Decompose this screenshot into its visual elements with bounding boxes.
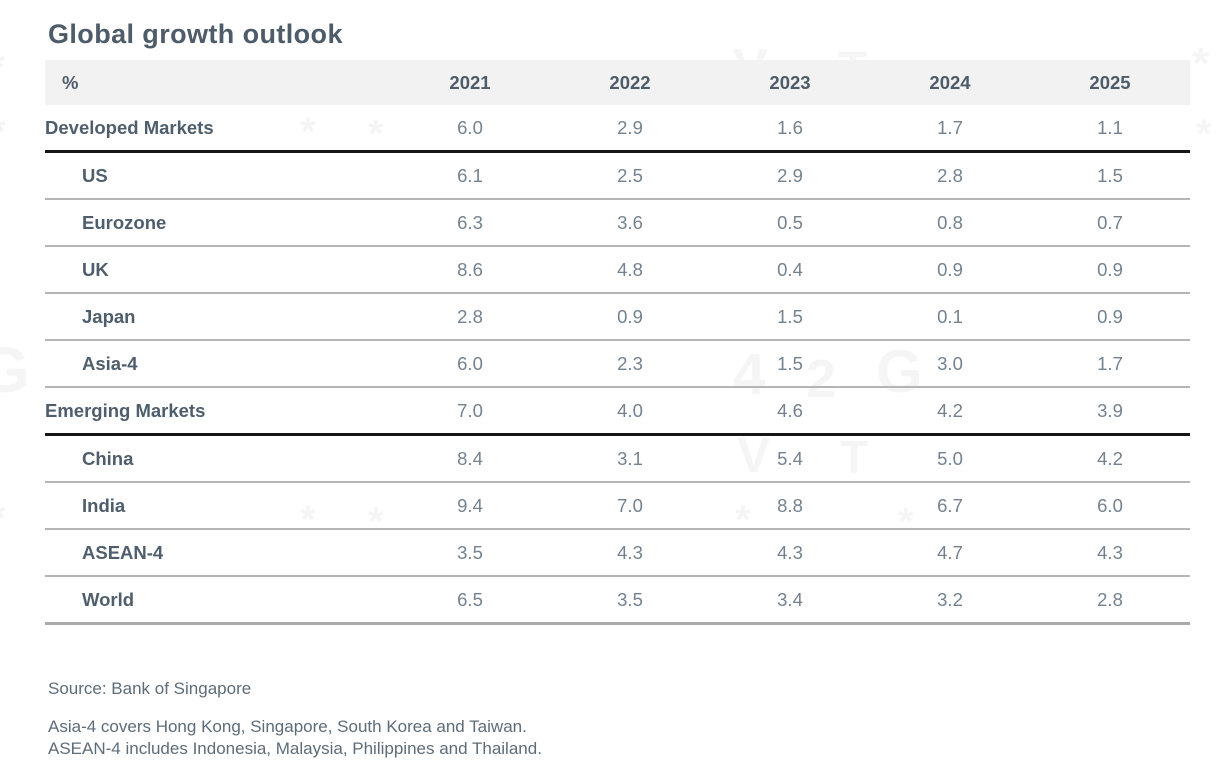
column-header-year: 2025 [1030,60,1190,105]
cell-value: 2.8 [1030,576,1190,625]
cell-value: 0.1 [870,293,1030,341]
watermark-glyph: G [0,334,30,406]
watermark-glyph: * [0,498,6,538]
cell-value: 6.1 [390,151,550,200]
cell-value: 4.2 [870,387,1030,436]
source-note: Source: Bank of Singapore [48,679,252,698]
table-row: China 8.4 3.1 5.4 5.0 4.2 [45,434,1190,483]
cell-value: 4.3 [1030,529,1190,577]
cell-value: 1.1 [1030,105,1190,153]
row-label: India [45,482,390,530]
cell-value: 2.3 [550,340,710,388]
cell-value: 2.8 [870,151,1030,200]
cell-value: 4.7 [870,529,1030,577]
cell-value: 8.8 [710,482,870,530]
cell-value: 0.9 [870,246,1030,294]
page-title: Global growth outlook [48,19,343,50]
cell-value: 6.0 [390,105,550,153]
cell-value: 2.9 [550,105,710,153]
cell-value: 6.3 [390,199,550,247]
table-row: Eurozone 6.3 3.6 0.5 0.8 0.7 [45,199,1190,247]
table-row: Asia-4 6.0 2.3 1.5 3.0 1.7 [45,340,1190,388]
footnote-asia4: Asia-4 covers Hong Kong, Singapore, Sout… [48,717,527,736]
column-header-year: 2022 [550,60,710,105]
table-row: US 6.1 2.5 2.9 2.8 1.5 [45,151,1190,200]
cell-value: 3.9 [1030,387,1190,436]
cell-value: 3.2 [870,576,1030,625]
cell-value: 5.4 [710,434,870,483]
cell-value: 0.5 [710,199,870,247]
watermark-glyph: * [1192,39,1210,88]
cell-value: 2.8 [390,293,550,341]
row-label: China [45,434,390,483]
row-label: Japan [45,293,390,341]
watermark-glyph: * [1196,112,1212,156]
cell-value: 3.5 [390,529,550,577]
footnotes: Asia-4 covers Hong Kong, Singapore, Sout… [48,716,542,760]
row-label: Emerging Markets [45,387,390,436]
cell-value: 8.6 [390,246,550,294]
row-label: ASEAN-4 [45,529,390,577]
cell-value: 6.0 [1030,482,1190,530]
cell-value: 4.3 [710,529,870,577]
table-row: Developed Markets 6.0 2.9 1.6 1.7 1.1 [45,105,1190,153]
table-row: ASEAN-4 3.5 4.3 4.3 4.7 4.3 [45,529,1190,577]
cell-value: 6.5 [390,576,550,625]
watermark-glyph: * [0,46,5,90]
growth-outlook-table: % 2021 2022 2023 2024 2025 Developed Mar… [45,60,1190,625]
cell-value: 9.4 [390,482,550,530]
table-row: India 9.4 7.0 8.8 6.7 6.0 [45,482,1190,530]
watermark-glyph: * [0,112,6,152]
cell-value: 1.5 [710,340,870,388]
cell-value: 0.7 [1030,199,1190,247]
table-row: Japan 2.8 0.9 1.5 0.1 0.9 [45,293,1190,341]
cell-value: 3.1 [550,434,710,483]
row-label: US [45,151,390,200]
cell-value: 1.7 [870,105,1030,153]
table-row: UK 8.6 4.8 0.4 0.9 0.9 [45,246,1190,294]
cell-value: 3.6 [550,199,710,247]
cell-value: 4.0 [550,387,710,436]
cell-value: 1.7 [1030,340,1190,388]
footnote-asean4: ASEAN-4 includes Indonesia, Malaysia, Ph… [48,739,542,758]
cell-value: 4.6 [710,387,870,436]
growth-outlook-table-container: % 2021 2022 2023 2024 2025 Developed Mar… [45,60,1190,625]
cell-value: 7.0 [390,387,550,436]
cell-value: 6.7 [870,482,1030,530]
cell-value: 0.9 [1030,246,1190,294]
cell-value: 8.4 [390,434,550,483]
table-row: World 6.5 3.5 3.4 3.2 2.8 [45,576,1190,625]
cell-value: 6.0 [390,340,550,388]
cell-value: 0.8 [870,199,1030,247]
column-header-unit: % [45,60,390,105]
row-label: World [45,576,390,625]
cell-value: 1.6 [710,105,870,153]
cell-value: 2.5 [550,151,710,200]
cell-value: 4.3 [550,529,710,577]
row-label: Developed Markets [45,105,390,153]
cell-value: 0.9 [1030,293,1190,341]
cell-value: 5.0 [870,434,1030,483]
cell-value: 1.5 [710,293,870,341]
cell-value: 2.9 [710,151,870,200]
column-header-year: 2023 [710,60,870,105]
cell-value: 3.0 [870,340,1030,388]
cell-value: 0.9 [550,293,710,341]
cell-value: 4.2 [1030,434,1190,483]
cell-value: 1.5 [1030,151,1190,200]
row-label: Eurozone [45,199,390,247]
cell-value: 3.4 [710,576,870,625]
row-label: Asia-4 [45,340,390,388]
cell-value: 7.0 [550,482,710,530]
cell-value: 0.4 [710,246,870,294]
column-header-year: 2024 [870,60,1030,105]
cell-value: 3.5 [550,576,710,625]
column-header-year: 2021 [390,60,550,105]
cell-value: 4.8 [550,246,710,294]
table-row: Emerging Markets 7.0 4.0 4.6 4.2 3.9 [45,387,1190,436]
row-label: UK [45,246,390,294]
table-header-row: % 2021 2022 2023 2024 2025 [45,60,1190,105]
